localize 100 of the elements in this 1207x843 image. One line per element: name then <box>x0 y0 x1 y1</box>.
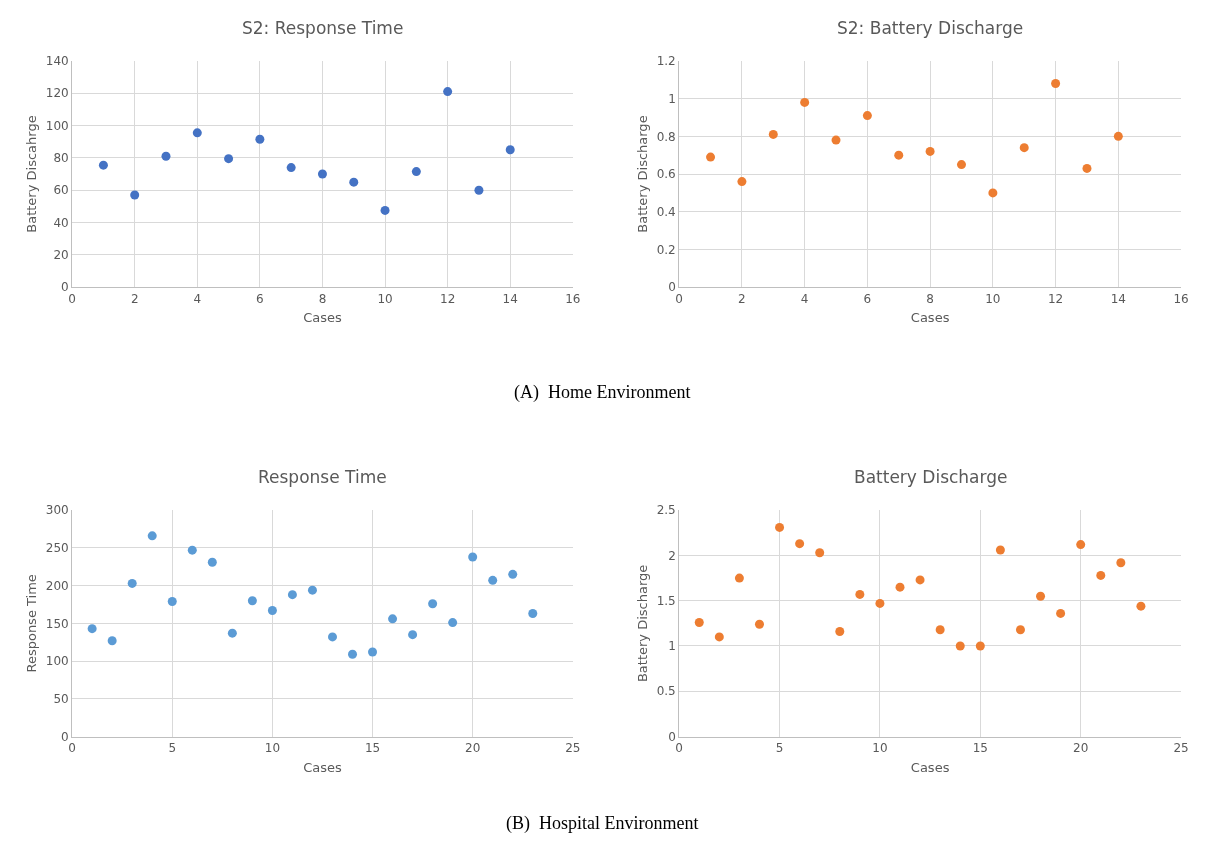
y-tick-label: 250 <box>45 541 69 556</box>
x-tick-label: 25 <box>565 740 581 755</box>
x-axis-title: Cases <box>303 310 342 326</box>
chart-title: S2: Response Time <box>242 18 404 38</box>
point <box>474 185 484 195</box>
point <box>862 111 872 121</box>
x-tick-label: 20 <box>465 740 481 755</box>
point <box>167 596 177 606</box>
y-tick-label: 0 <box>668 729 676 744</box>
point <box>775 522 785 532</box>
x-tick-label: 10 <box>377 291 393 306</box>
point <box>737 177 747 187</box>
point <box>734 573 744 583</box>
point <box>800 97 810 107</box>
point <box>224 154 234 164</box>
point <box>349 177 359 187</box>
x-tick-label: 16 <box>565 291 581 306</box>
point <box>1096 570 1106 580</box>
point <box>875 598 885 608</box>
point <box>815 548 825 558</box>
x-tick-label: 15 <box>972 740 988 755</box>
point <box>98 160 108 170</box>
x-tick-label: 12 <box>440 291 456 306</box>
y-tick-label: 0.6 <box>656 167 676 182</box>
y-tick-label: 0.8 <box>656 129 676 144</box>
text: (A) Home Environment <box>514 382 691 403</box>
point <box>468 552 478 562</box>
point <box>380 205 390 215</box>
x-tick-label: 20 <box>1073 740 1089 755</box>
point <box>955 641 965 651</box>
point <box>528 609 538 619</box>
y-tick-label: 140 <box>45 54 69 69</box>
point <box>935 625 945 635</box>
y-tick-label: 0 <box>61 729 69 744</box>
point <box>925 146 935 156</box>
point <box>1136 601 1146 611</box>
point <box>505 145 515 155</box>
point <box>1015 625 1025 635</box>
x-tick-label: 6 <box>256 291 264 306</box>
point <box>1019 143 1029 153</box>
chart-title: S2: Battery Discharge <box>837 18 1024 38</box>
x-axis-title: Cases <box>910 759 950 775</box>
y-tick-label: 40 <box>53 215 69 230</box>
y-tick-label: 1.5 <box>656 593 676 608</box>
y-axis-title: Response Time <box>23 574 39 673</box>
point <box>107 636 117 646</box>
point <box>408 630 418 640</box>
y-tick-label: 1.2 <box>656 54 676 69</box>
point <box>87 624 97 634</box>
point <box>706 152 716 162</box>
point <box>267 606 277 616</box>
x-tick-label: 2 <box>738 291 746 306</box>
y-tick-label: 0 <box>668 280 676 295</box>
x-tick-label: 6 <box>863 291 872 306</box>
point <box>714 632 724 642</box>
y-tick-label: 100 <box>45 654 69 669</box>
y-tick-label: 20 <box>53 248 69 263</box>
point <box>348 649 358 659</box>
point <box>207 557 217 567</box>
point <box>428 599 438 609</box>
point <box>1076 540 1086 550</box>
point <box>327 632 337 642</box>
point <box>227 628 237 638</box>
point <box>1051 79 1061 89</box>
y-tick-label: 100 <box>45 118 69 133</box>
point <box>768 129 778 139</box>
x-tick-label: 8 <box>318 291 327 306</box>
point <box>388 614 398 624</box>
point <box>147 531 157 541</box>
x-tick-label: 25 <box>1173 740 1189 755</box>
y-axis-title: Battery Discharge <box>634 115 650 233</box>
y-axis-title: Battery Discharge <box>634 564 650 683</box>
point <box>161 151 171 161</box>
point <box>287 590 297 600</box>
chart-title: Response Time <box>258 467 387 487</box>
x-tick-label: 10 <box>985 291 1001 306</box>
y-tick-label: 1 <box>668 91 676 106</box>
point <box>488 575 498 585</box>
y-tick-label: 0.2 <box>656 242 676 257</box>
x-tick-label: 12 <box>1047 291 1064 306</box>
point <box>127 578 137 588</box>
point <box>307 585 317 595</box>
x-tick-label: 5 <box>168 740 177 755</box>
point <box>855 589 865 599</box>
point <box>1082 163 1092 173</box>
y-tick-label: 0.4 <box>656 204 676 219</box>
point <box>957 160 966 170</box>
point <box>286 163 296 173</box>
x-tick-label: 16 <box>1173 291 1189 306</box>
x-tick-label: 10 <box>872 740 888 755</box>
point <box>1113 131 1123 141</box>
y-tick-label: 60 <box>53 183 69 198</box>
point <box>192 128 202 138</box>
point <box>835 627 845 637</box>
x-tick-label: 4 <box>800 291 809 306</box>
point <box>448 618 458 628</box>
x-tick-label: 4 <box>193 291 202 306</box>
point <box>255 134 265 144</box>
x-tick-label: 5 <box>775 740 784 755</box>
point <box>754 619 764 629</box>
